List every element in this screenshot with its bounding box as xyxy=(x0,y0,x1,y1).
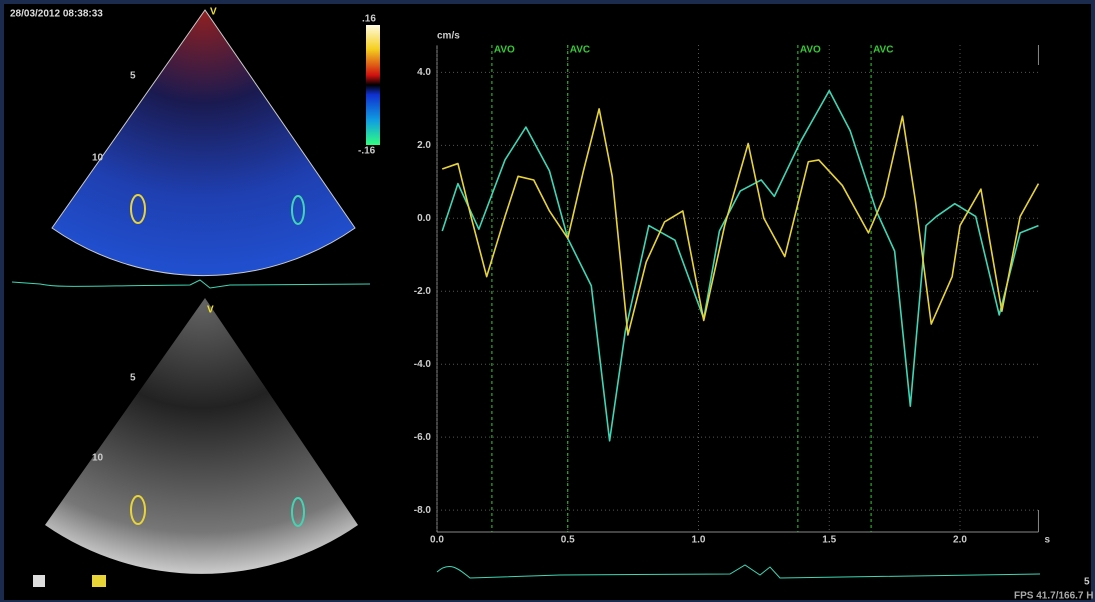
y-tick-label: -6.0 xyxy=(414,432,432,443)
x-tick-label: 1.0 xyxy=(692,535,706,546)
probe-mark: V xyxy=(207,305,214,316)
screen: 28/03/2012 08:38:33 V 5 10 .16 -.16 V 5 … xyxy=(0,0,1095,602)
x-tick-label: 2.0 xyxy=(953,535,967,546)
event-label: AVO xyxy=(800,45,821,56)
color-bar xyxy=(366,25,380,145)
event-label: AVC xyxy=(570,45,590,56)
event-label: AVC xyxy=(873,45,893,56)
depth-label: 5 xyxy=(130,373,136,384)
timestamp: 28/03/2012 08:38:33 xyxy=(10,9,103,20)
fps: FPS 41.7/166.7 H xyxy=(1014,591,1094,602)
y-tick-label: -8.0 xyxy=(414,505,432,516)
depth-label: 10 xyxy=(92,153,104,164)
x-tick-label: 0.5 xyxy=(561,535,575,546)
color-scale-max: .16 xyxy=(362,14,376,25)
x-tick-label: 1.5 xyxy=(822,535,836,546)
y-tick-label: 0.0 xyxy=(417,213,431,224)
color-scale-min: -.16 xyxy=(358,146,376,157)
probe-mark: V xyxy=(210,7,217,18)
depth-label: 10 xyxy=(92,453,104,464)
event-label: AVO xyxy=(494,45,515,56)
x-unit: s xyxy=(1044,535,1050,546)
y-tick-label: -2.0 xyxy=(414,286,432,297)
page: 28/03/2012 08:38:33 V 5 10 .16 -.16 V 5 … xyxy=(0,0,1095,602)
y-tick-label: -4.0 xyxy=(414,359,432,370)
tool-icon[interactable] xyxy=(33,575,45,587)
x-tick-label: 0.0 xyxy=(430,535,444,546)
y-tick-label: 4.0 xyxy=(417,67,431,78)
side-number: 5 xyxy=(1084,577,1090,588)
y-unit: cm/s xyxy=(437,31,460,42)
depth-label: 5 xyxy=(130,71,136,82)
y-tick-label: 2.0 xyxy=(417,140,431,151)
roi-tool-icon[interactable] xyxy=(92,575,106,587)
